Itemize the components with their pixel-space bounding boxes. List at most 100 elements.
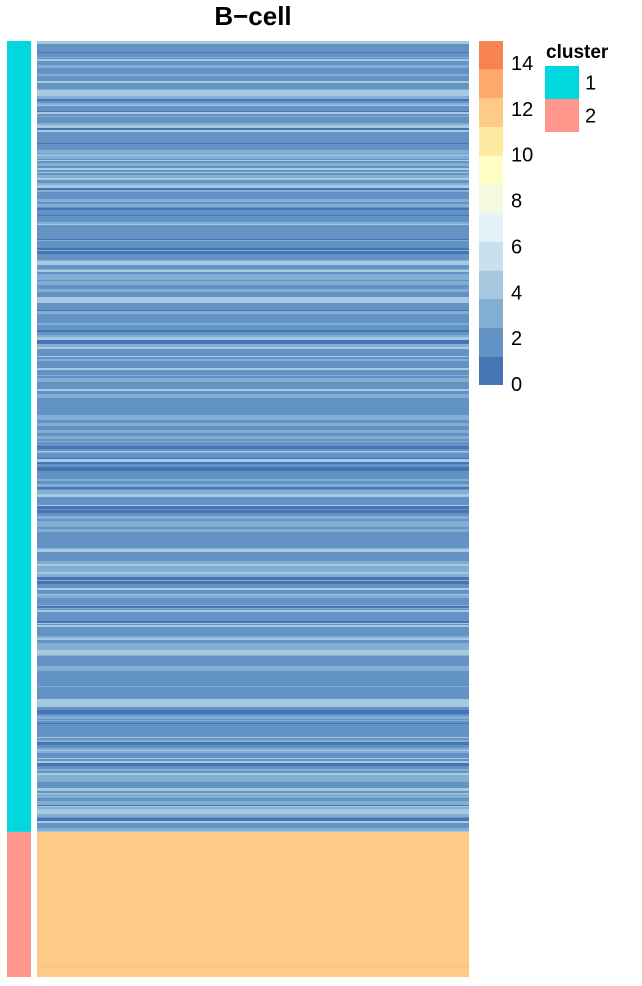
heatmap-row <box>37 301 469 303</box>
colorbar-tick-label: 12 <box>511 99 533 121</box>
cluster-legend-swatch-2 <box>545 99 579 132</box>
heatmap-row <box>37 323 469 325</box>
heatmap-row <box>37 105 469 106</box>
heatmap-row <box>37 516 469 517</box>
heatmap-row <box>37 649 469 650</box>
heatmap-row <box>37 467 469 468</box>
colorbar-segment <box>479 98 503 127</box>
heatmap-row <box>37 183 469 185</box>
heatmap-row <box>37 65 469 68</box>
heatmap-row <box>37 458 469 459</box>
heatmap-row <box>37 524 469 527</box>
heatmap-row <box>37 264 469 265</box>
heatmap-row <box>37 330 469 332</box>
heatmap-row <box>37 646 469 649</box>
heatmap-row <box>37 750 469 751</box>
heatmap-row <box>37 588 469 590</box>
heatmap-row <box>37 517 469 519</box>
heatmap-row <box>37 438 469 439</box>
heatmap-row <box>37 430 469 433</box>
heatmap-row <box>37 248 469 250</box>
heatmap-row <box>37 779 469 782</box>
colorbar-segment <box>479 127 503 156</box>
heatmap-row <box>37 224 469 225</box>
heatmap-row <box>37 127 469 128</box>
heatmap-row <box>37 805 469 806</box>
colorbar-segment <box>479 155 503 185</box>
heatmap-row <box>37 807 469 809</box>
heatmap-row <box>37 751 469 753</box>
heatmap-row <box>37 623 469 624</box>
colorbar-legend: 0 2 4 6 8 10 12 14 <box>479 41 533 396</box>
heatmap-row <box>37 548 469 549</box>
heatmap-row <box>37 468 469 471</box>
heatmap-row <box>37 418 469 420</box>
heatmap-row <box>37 111 469 112</box>
heatmap-row <box>37 223 469 224</box>
heatmap-row <box>37 594 469 595</box>
cluster-annotation-segment-1 <box>7 41 31 832</box>
heatmap-row <box>37 572 469 574</box>
heatmap-row <box>37 643 469 646</box>
heatmap-row <box>37 804 469 805</box>
heatmap-row <box>37 650 469 651</box>
heatmap-row <box>37 686 469 687</box>
heatmap-row <box>37 549 469 552</box>
heatmap-row <box>37 281 469 282</box>
heatmap-row <box>37 59 469 60</box>
heatmap-row <box>37 655 469 656</box>
heatmap-row <box>37 274 469 277</box>
heatmap-row <box>37 638 469 640</box>
heatmap-row <box>37 41 469 44</box>
heatmap-row <box>37 96 469 99</box>
colorbar-segment <box>479 327 503 357</box>
heatmap-row <box>37 794 469 797</box>
heatmap-row <box>37 199 469 202</box>
heatmap-row <box>37 574 469 577</box>
heatmap-row <box>37 381 469 382</box>
heatmap-row <box>37 479 469 481</box>
heatmap-row <box>37 163 469 166</box>
heatmap-row <box>37 260 469 261</box>
heatmap-row <box>37 701 469 704</box>
heatmap-row <box>37 462 469 464</box>
heatmap-row <box>37 809 469 811</box>
heatmap-row <box>37 775 469 776</box>
heatmap-row <box>37 112 469 114</box>
heatmap-row <box>37 178 469 180</box>
heatmap-row <box>37 797 469 798</box>
heatmap-row <box>37 188 469 190</box>
heatmap-row <box>37 699 469 701</box>
heatmap-row <box>37 347 469 349</box>
heatmap-row <box>37 129 469 130</box>
colorbar-segment <box>479 213 503 242</box>
heatmap-row <box>37 566 469 567</box>
heatmap-row <box>37 269 469 270</box>
heatmap-row <box>37 505 469 506</box>
heatmap-row <box>37 653 469 655</box>
heatmap-row <box>37 763 469 766</box>
heatmap-row <box>37 625 469 627</box>
heatmap-row <box>37 251 469 254</box>
heatmap-row <box>37 208 469 210</box>
heatmap-row <box>37 711 469 714</box>
heatmap-row <box>37 344 469 347</box>
heatmap-row <box>37 52 469 53</box>
heatmap-row <box>37 282 469 285</box>
heatmap-row <box>37 758 469 759</box>
heatmap-body <box>37 41 469 977</box>
colorbar-segment <box>479 184 503 213</box>
heatmap-row <box>37 761 469 763</box>
heatmap-row <box>37 340 469 341</box>
heatmap-row <box>37 506 469 509</box>
heatmap-row <box>37 828 469 831</box>
heatmap-row <box>37 125 469 127</box>
heatmap-row <box>37 250 469 251</box>
heatmap-row <box>37 521 469 524</box>
heatmap-row <box>37 128 469 129</box>
heatmap-row <box>37 150 469 153</box>
heatmap-row <box>37 90 469 93</box>
heatmap-row <box>37 666 469 668</box>
colorbar-segment <box>479 41 503 70</box>
